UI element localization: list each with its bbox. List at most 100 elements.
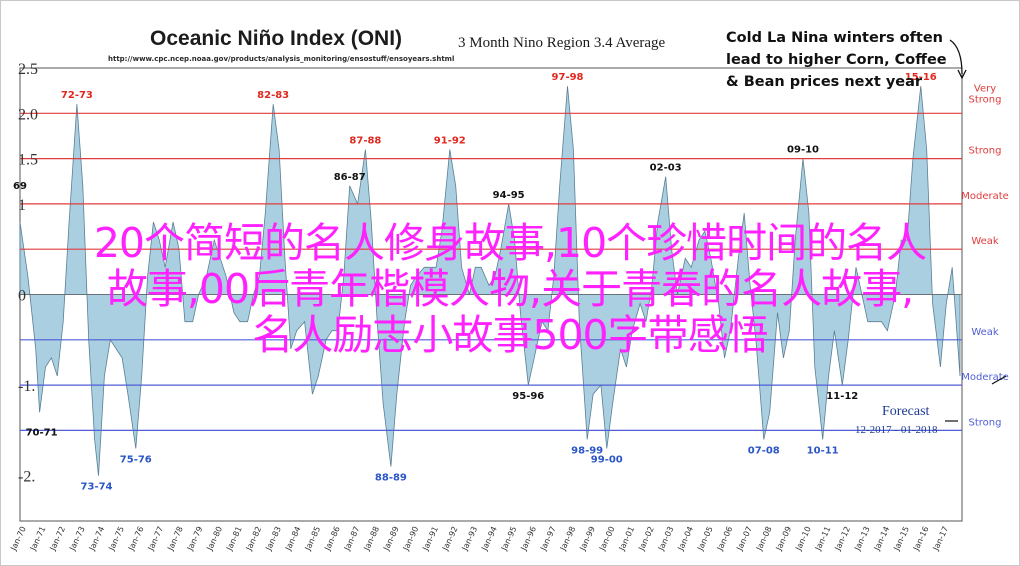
callout-line: lead to higher Corn, Coffee [726, 52, 947, 68]
x-tick-label: Jan-14 [872, 525, 891, 553]
x-tick-label: Jan-01 [617, 525, 636, 553]
callout-arrow-head [957, 69, 967, 80]
peak-label: 15-16 [905, 72, 937, 83]
x-tick-label: Jan-94 [479, 525, 498, 553]
threshold-label: Weak [971, 327, 999, 338]
forecast-label: Forecast [882, 404, 930, 419]
x-tick-label: Jan-71 [28, 525, 47, 553]
x-tick-label: Jan-74 [87, 525, 106, 553]
x-tick-label: Jan-06 [715, 525, 734, 553]
x-tick-label: Jan-97 [538, 525, 557, 553]
y-tick-label: 0 [18, 288, 26, 305]
x-tick-label: Jan-13 [852, 525, 871, 553]
y-tick-label: 1.5 [18, 152, 38, 169]
peak-label: 75-76 [120, 455, 152, 466]
peak-label: 07-08 [748, 445, 780, 456]
x-tick-label: Jan-90 [401, 525, 420, 553]
x-tick-label: Jan-84 [283, 525, 302, 553]
peak-label: 86-87 [334, 172, 366, 183]
peak-label: 11-12 [826, 391, 858, 402]
la-nina-callout: Cold La Nina winters often lead to highe… [726, 27, 947, 93]
peak-label: 73-74 [81, 482, 113, 493]
peak-label: 98-99 [571, 445, 603, 456]
peak-label: 70-71 [26, 427, 58, 438]
overlay-caption-line: 名人励志小故事500字带感悟 [252, 311, 768, 359]
callout-arrow [949, 39, 963, 75]
x-tick-label: Jan-93 [460, 525, 479, 553]
x-tick-label: Jan-88 [362, 525, 381, 553]
callout-line: Cold La Nina winters often [726, 30, 943, 46]
peak-label: 82-83 [257, 90, 289, 101]
x-tick-label: Jan-16 [911, 525, 930, 553]
chart-title: Oceanic Niño Index (ONI) [150, 27, 403, 50]
oni-area-series [19, 86, 961, 476]
x-tick-label: Jan-75 [107, 525, 126, 553]
x-tick-label: Jan-07 [735, 525, 754, 553]
x-tick-label: Jan-96 [519, 525, 538, 553]
x-tick-label: Jan-78 [165, 525, 184, 553]
x-tick-label: Jan-10 [793, 525, 812, 553]
y-tick-label: 1 [18, 197, 26, 214]
forecast-range: 12-2017 - 01-2018 [855, 424, 938, 436]
peak-label: 94-95 [493, 190, 525, 201]
peak-label: 02-03 [650, 163, 682, 174]
x-tick-label: Jan-15 [892, 525, 911, 553]
x-tick-label: Jan-85 [303, 525, 322, 553]
callout-line: & Bean prices next year [726, 74, 923, 90]
x-tick-label: Jan-98 [558, 525, 577, 553]
x-tick-label: Jan-80 [205, 525, 224, 553]
y-tick-label: -1. [18, 378, 35, 395]
x-tick-label: Jan-05 [695, 525, 714, 553]
peak-label: 91-92 [434, 136, 466, 147]
peak-label: 99-00 [591, 455, 623, 466]
threshold-label: Very Strong [969, 83, 1002, 105]
threshold-label: Strong [969, 417, 1002, 428]
threshold-label: Weak [971, 236, 999, 247]
x-tick-label: Jan-89 [381, 525, 400, 553]
x-tick-label: Jan-02 [636, 525, 655, 553]
x-tick-label: Jan-95 [499, 525, 518, 553]
peak-label: 88-89 [375, 473, 407, 484]
x-tick-label: Jan-91 [421, 525, 440, 553]
x-tick-label: Jan-87 [342, 525, 361, 553]
x-tick-label: Jan-04 [676, 525, 695, 553]
x-tick-label: Jan-86 [322, 525, 341, 553]
overlay-caption-line: 20个简短的名人修身故事,10个珍惜时间的名人 [93, 219, 927, 267]
x-tick-label: Jan-03 [656, 525, 675, 553]
threshold-label: Strong [969, 146, 1002, 157]
x-tick-label: Jan-17 [931, 525, 950, 553]
x-tick-label: Jan-00 [597, 525, 616, 553]
y-tick-label: 2.0 [18, 106, 38, 123]
y-tick-label: 2.5 [18, 61, 38, 78]
x-tick-label: Jan-70 [8, 525, 27, 553]
x-tick-label: Jan-83 [264, 525, 283, 553]
x-tick-label: Jan-81 [224, 525, 243, 553]
forecast-arrow [991, 375, 1007, 385]
x-tick-label: Jan-09 [774, 525, 793, 553]
x-tick-label: Jan-72 [48, 525, 67, 553]
peak-label: 95-96 [512, 391, 544, 402]
threshold-label: Moderate [961, 372, 1009, 383]
x-tick-label: Jan-82 [244, 525, 263, 553]
chart-subtitle: 3 Month Nino Region 3.4 Average [458, 35, 666, 51]
overlay-caption-line: 故事,00后青年楷模人物,关于青春的名人故事, [106, 265, 914, 313]
peak-label: 10-11 [807, 445, 839, 456]
x-tick-label: Jan-76 [126, 525, 145, 553]
y-tick-label: -2. [18, 469, 35, 486]
peak-label: 87-88 [349, 136, 381, 147]
x-tick-label: Jan-79 [185, 525, 204, 553]
x-tick-label: Jan-92 [440, 525, 459, 553]
x-tick-label: Jan-77 [146, 525, 165, 553]
threshold-label: Moderate [961, 191, 1009, 202]
x-tick-label: Jan-99 [578, 525, 597, 553]
source-url: http://www.cpc.ncep.noaa.gov/products/an… [108, 55, 455, 63]
peak-label: 72-73 [61, 90, 93, 101]
peak-label: 09-10 [787, 145, 819, 156]
x-tick-label: Jan-11 [813, 525, 832, 553]
x-tick-label: Jan-12 [833, 525, 852, 553]
x-tick-label: Jan-73 [67, 525, 86, 553]
peak-label: 97-98 [552, 72, 584, 83]
peak-label: 69 [13, 181, 27, 192]
x-tick-label: Jan-08 [754, 525, 773, 553]
